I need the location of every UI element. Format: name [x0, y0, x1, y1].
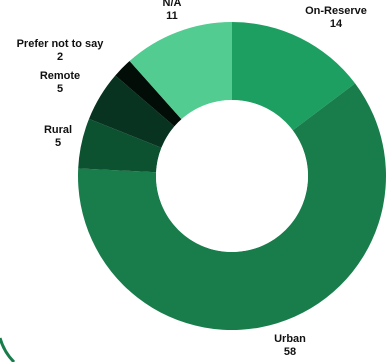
label-n-a-value: 11 — [166, 10, 178, 22]
label-n-a-name: N/A — [163, 0, 182, 9]
label-rural-name: Rural — [44, 124, 72, 136]
label-on-reserve-value: 14 — [330, 18, 343, 30]
slices — [78, 22, 386, 330]
label-prefer-not-to-say-name: Prefer not to say — [17, 38, 105, 50]
slice-rural — [78, 118, 162, 173]
label-urban-name: Urban — [274, 333, 306, 345]
label-prefer-not-to-say-value: 2 — [57, 51, 63, 63]
label-on-reserve-name: On-Reserve — [305, 5, 367, 17]
corner-accent-arc — [0, 337, 16, 362]
label-remote-value: 5 — [57, 83, 63, 95]
slice-on-reserve — [232, 22, 356, 131]
donut-hole — [156, 100, 308, 252]
label-rural-value: 5 — [55, 137, 61, 149]
slice-n-a — [129, 22, 232, 120]
label-urban-value: 58 — [284, 346, 296, 358]
label-remote-name: Remote — [40, 70, 80, 82]
slice-urban — [78, 83, 386, 330]
slice-remote — [89, 75, 175, 148]
slice-prefer-not-to-say — [115, 60, 182, 127]
